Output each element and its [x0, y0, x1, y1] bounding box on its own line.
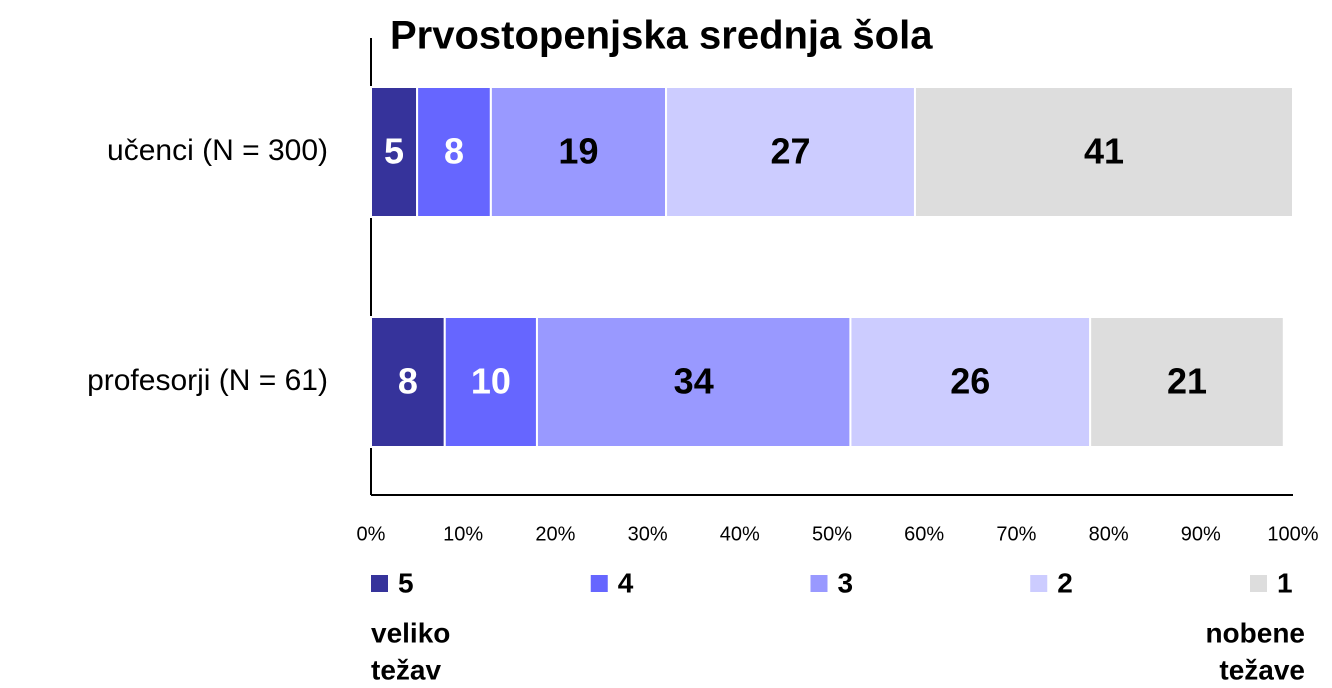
bar-segment [489, 86, 668, 218]
x-tick-label: 0% [357, 523, 386, 545]
legend-note: nobene [1205, 617, 1305, 648]
legend-swatch [1250, 575, 1267, 592]
value-label: 8 [398, 361, 418, 402]
category-label: profesorji (N = 61) [87, 364, 328, 397]
x-tick-label: 30% [628, 523, 668, 545]
legend-note: veliko [371, 617, 450, 648]
legend-swatch [371, 575, 388, 592]
chart-title: Prvostopenjska srednja šola [390, 14, 933, 58]
legend-swatch [590, 575, 608, 592]
legend-label: 4 [618, 567, 634, 598]
value-label: 27 [770, 131, 810, 172]
bar-segment [665, 86, 916, 218]
legend-label: 3 [838, 567, 854, 598]
x-tick-label: 90% [1181, 523, 1221, 545]
bar-segment [443, 316, 538, 448]
category-label: učenci (N = 300) [107, 134, 328, 167]
value-label: 19 [558, 131, 598, 172]
legend-label: 5 [398, 567, 414, 598]
legend-label: 2 [1057, 567, 1073, 598]
bar-segment [1089, 316, 1285, 448]
x-tick-label: 80% [1089, 523, 1129, 545]
x-tick-label: 20% [535, 523, 575, 545]
x-tick-label: 60% [904, 523, 944, 545]
value-label: 21 [1167, 361, 1207, 402]
bar-segment [849, 316, 1092, 448]
legend-note: težave [1219, 654, 1305, 685]
value-label: 5 [384, 131, 404, 172]
bar-segment [913, 86, 1294, 218]
x-tick-label: 40% [720, 523, 760, 545]
bar-segment [535, 316, 852, 448]
value-label: 41 [1084, 131, 1124, 172]
value-label: 8 [444, 131, 464, 172]
x-tick-label: 70% [996, 523, 1036, 545]
legend-swatch [810, 575, 828, 592]
x-tick-label: 50% [812, 523, 852, 545]
x-tick-label: 10% [443, 523, 483, 545]
x-tick-label: 100% [1267, 523, 1318, 545]
value-label: 10 [471, 361, 511, 402]
value-label: 34 [674, 361, 714, 402]
bar-segment [370, 316, 446, 448]
legend-swatch [1030, 575, 1048, 592]
legend-label: 1 [1277, 567, 1293, 598]
bar-segment [416, 86, 492, 218]
legend-note: težav [371, 654, 441, 685]
value-label: 26 [950, 361, 990, 402]
